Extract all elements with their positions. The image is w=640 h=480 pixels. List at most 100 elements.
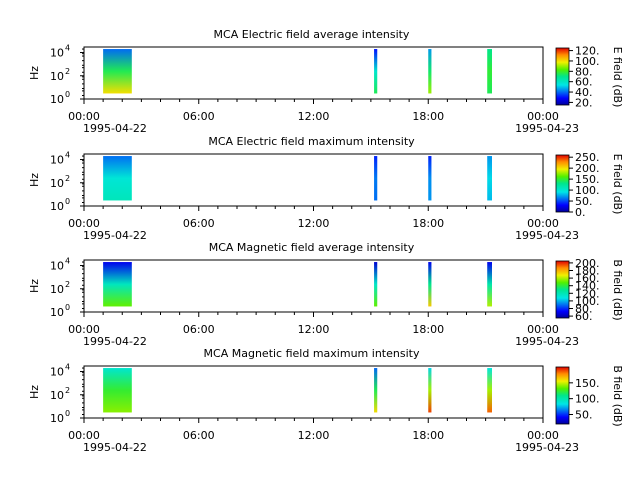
y-tick-label: 10 — [50, 177, 64, 190]
y-tick-exponent: 2 — [65, 67, 70, 76]
y-tick-exponent: 4 — [65, 363, 70, 372]
colorbar — [555, 47, 570, 106]
colorbar — [555, 154, 570, 213]
spectrogram-burst — [428, 262, 432, 307]
colorbar-label: E field (dB) — [611, 154, 624, 215]
y-tick-label: 10 — [50, 70, 64, 83]
spectrogram-burst — [374, 156, 378, 201]
plot-frame — [83, 365, 544, 419]
spectrogram-burst — [487, 262, 492, 307]
spectrogram-burst — [374, 368, 378, 413]
spectrogram-burst — [428, 368, 432, 413]
x-tick-label: 06:00 — [183, 429, 215, 442]
colorbar-tick-label: 200. — [575, 257, 600, 270]
y-tick-exponent: 0 — [65, 303, 70, 312]
y-tick-exponent: 4 — [65, 257, 70, 266]
spectrogram-burst — [103, 262, 132, 307]
spectrogram-burst — [103, 156, 132, 201]
plot-frame — [83, 46, 544, 100]
x-tick-label: 12:00 — [298, 429, 330, 442]
x-date-label: 1995-04-22 — [83, 122, 147, 135]
colorbar-tick-label: 100. — [575, 184, 600, 197]
colorbar-tick-label: 160. — [575, 272, 600, 285]
y-tick-label: 10 — [50, 260, 64, 273]
colorbar-tick-label: 100. — [575, 393, 600, 406]
colorbar-tick-label: 80. — [575, 65, 593, 78]
colorbar-tick-label: 0. — [575, 206, 586, 219]
colorbar-tick-label: 150. — [575, 173, 600, 186]
x-tick-label: 00:00 — [527, 323, 559, 336]
colorbar — [555, 366, 570, 425]
y-axis-label: Hz — [28, 173, 41, 187]
spectrogram-burst — [487, 49, 492, 94]
x-tick-label: 00:00 — [527, 217, 559, 230]
spectrogram-burst — [103, 49, 132, 94]
colorbar — [555, 260, 570, 319]
spectrogram-burst — [428, 156, 432, 201]
y-tick-label: 10 — [50, 306, 64, 319]
x-tick-label: 06:00 — [183, 323, 215, 336]
colorbar-tick-label: 200. — [575, 162, 600, 175]
y-tick-exponent: 2 — [65, 386, 70, 395]
x-tick-label: 00:00 — [527, 110, 559, 123]
colorbar-tick-label: 100. — [575, 55, 600, 68]
y-tick-exponent: 0 — [65, 90, 70, 99]
y-tick-exponent: 0 — [65, 409, 70, 418]
y-tick-label: 10 — [50, 47, 64, 60]
y-tick-exponent: 2 — [65, 280, 70, 289]
colorbar-tick-label: 60. — [575, 310, 593, 323]
colorbar-tick-label: 50. — [575, 409, 593, 422]
spectrogram-burst — [374, 49, 378, 94]
x-date-label: 1995-04-23 — [515, 441, 579, 454]
y-tick-label: 10 — [50, 283, 64, 296]
panel-title: MCA Magnetic field maximum intensity — [204, 347, 420, 360]
colorbar-label: B field (dB) — [611, 259, 624, 320]
y-tick-label: 10 — [50, 412, 64, 425]
x-date-label: 1995-04-23 — [515, 229, 579, 242]
y-tick-label: 10 — [50, 93, 64, 106]
y-tick-exponent: 0 — [65, 197, 70, 206]
y-tick-label: 10 — [50, 389, 64, 402]
y-tick-label: 10 — [50, 200, 64, 213]
x-date-label: 1995-04-22 — [83, 441, 147, 454]
x-tick-label: 12:00 — [298, 323, 330, 336]
colorbar-tick-label: 120. — [575, 287, 600, 300]
y-tick-label: 10 — [50, 366, 64, 379]
y-tick-exponent: 4 — [65, 44, 70, 53]
y-axis-label: Hz — [28, 385, 41, 399]
x-tick-label: 00:00 — [68, 323, 100, 336]
colorbar-tick-label: 60. — [575, 76, 593, 89]
y-tick-exponent: 2 — [65, 174, 70, 183]
colorbar-tick-label: 80. — [575, 303, 593, 316]
x-tick-label: 06:00 — [183, 110, 215, 123]
panel-title: MCA Electric field maximum intensity — [208, 135, 415, 148]
x-tick-label: 00:00 — [527, 429, 559, 442]
y-tick-exponent: 4 — [65, 151, 70, 160]
colorbar-tick-label: 100. — [575, 295, 600, 308]
colorbar-tick-label: 120. — [575, 45, 600, 58]
x-tick-label: 18:00 — [412, 429, 444, 442]
x-date-label: 1995-04-22 — [83, 229, 147, 242]
x-date-label: 1995-04-23 — [515, 122, 579, 135]
y-axis-label: Hz — [28, 66, 41, 80]
x-tick-label: 00:00 — [68, 217, 100, 230]
plot-frame — [83, 153, 544, 207]
x-date-label: 1995-04-22 — [83, 335, 147, 348]
spectrogram-burst — [374, 262, 378, 307]
y-axis-label: Hz — [28, 279, 41, 293]
colorbar-tick-label: 20. — [575, 96, 593, 109]
x-tick-label: 00:00 — [68, 429, 100, 442]
colorbar-tick-label: 50. — [575, 195, 593, 208]
colorbar-tick-label: 250. — [575, 151, 600, 164]
x-tick-label: 00:00 — [68, 110, 100, 123]
x-tick-label: 18:00 — [412, 323, 444, 336]
panel-title: MCA Magnetic field average intensity — [209, 241, 415, 254]
spectrogram-burst — [487, 368, 492, 413]
colorbar-tick-label: 40. — [575, 86, 593, 99]
spectrogram-burst — [103, 368, 132, 413]
